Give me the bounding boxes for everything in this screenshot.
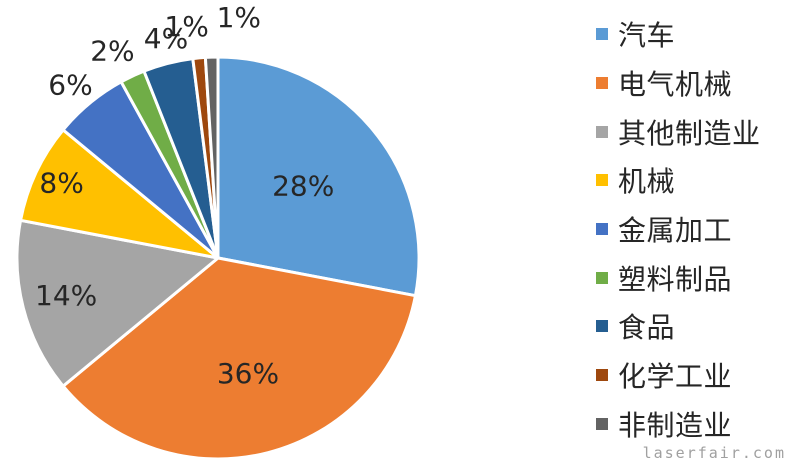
data-label-9: 1% xyxy=(217,1,261,34)
legend-label: 汽车 xyxy=(618,19,676,53)
legend-label: 其他制造业 xyxy=(618,116,761,150)
legend-label: 化学工业 xyxy=(618,360,733,394)
legend-swatch xyxy=(596,28,608,41)
legend-swatch xyxy=(596,320,608,333)
legend-label: 塑料制品 xyxy=(618,262,733,296)
legend-item: 食品 xyxy=(596,302,761,351)
legend-label: 非制造业 xyxy=(618,408,733,442)
data-label-4: 8% xyxy=(39,166,83,199)
data-label-5: 6% xyxy=(48,69,92,102)
legend-swatch xyxy=(596,77,608,90)
legend-label: 食品 xyxy=(618,311,676,345)
legend-item: 机械 xyxy=(596,156,761,205)
pie-slice-9 xyxy=(203,55,220,259)
data-label-7: 4% xyxy=(144,22,188,55)
legend-item: 电气机械 xyxy=(596,59,761,108)
legend-swatch xyxy=(596,223,608,236)
pie-slice-1 xyxy=(216,55,421,298)
legend-item: 塑料制品 xyxy=(596,253,761,302)
legend-item: 非制造业 xyxy=(596,400,761,449)
data-label-6: 2% xyxy=(90,35,134,68)
legend-item: 化学工业 xyxy=(596,351,761,400)
legend-swatch xyxy=(596,174,608,187)
data-label-8: 1% xyxy=(164,10,208,43)
legend-label: 电气机械 xyxy=(618,68,733,102)
legend-swatch xyxy=(596,417,608,430)
legend-item: 其他制造业 xyxy=(596,107,761,156)
pie-slice-3 xyxy=(15,218,222,389)
data-label-1: 28% xyxy=(272,170,334,203)
legend-swatch xyxy=(596,369,608,382)
pie-slice-4 xyxy=(18,127,219,260)
legend-swatch xyxy=(596,271,608,284)
legend: 汽车电气机械其他制造业机械金属加工塑料制品食品化学工业非制造业 xyxy=(596,10,761,448)
legend-item: 汽车 xyxy=(596,10,761,59)
legend-swatch xyxy=(596,125,608,138)
data-label-2: 36% xyxy=(217,357,279,390)
pie-slice-2 xyxy=(61,256,418,461)
data-label-3: 14% xyxy=(35,279,97,312)
legend-item: 金属加工 xyxy=(596,205,761,254)
legend-label: 金属加工 xyxy=(618,214,733,248)
watermark: laserfair.com xyxy=(642,444,786,462)
legend-label: 机械 xyxy=(618,165,676,199)
